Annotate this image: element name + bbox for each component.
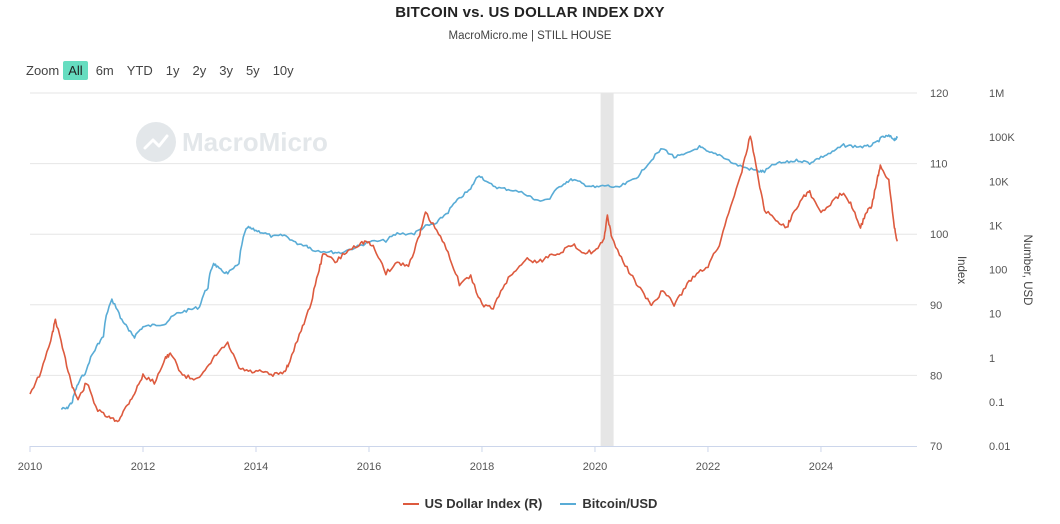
legend-item-dxy[interactable]: US Dollar Index (R)	[402, 496, 543, 511]
y-right-tick-label: 1	[989, 353, 995, 365]
zoom-bar: Zoom All 6m YTD 1y 2y 3y 5y 10y	[26, 59, 302, 81]
zoom-3y-button[interactable]: 3y	[219, 62, 233, 78]
zoom-1y-button[interactable]: 1y	[165, 62, 180, 78]
x-tick-label: 2018	[470, 461, 494, 473]
y-left-tick-label: 80	[930, 370, 942, 382]
zoom-ytd-button[interactable]: YTD	[126, 62, 153, 78]
y-right-tick-label: 100K	[989, 132, 1015, 144]
x-tick-label: 2016	[357, 461, 381, 473]
y-right-tick-label: 1M	[989, 88, 1004, 100]
y-right-tick-label: 10K	[989, 176, 1009, 188]
zoom-all-button[interactable]: All	[63, 60, 88, 80]
zoom-2y-button[interactable]: 2y	[192, 62, 207, 78]
chart-title: BITCOIN vs. US DOLLAR INDEX DXY	[395, 4, 665, 21]
x-tick-label: 2014	[244, 461, 268, 473]
y-left-tick-label: 120	[930, 88, 948, 100]
x-tick-label: 2010	[18, 461, 42, 473]
zoom-label: Zoom	[26, 62, 60, 78]
y-left-tick-label: 100	[930, 229, 948, 241]
zoom-5y-button[interactable]: 5y	[245, 62, 260, 78]
y-right-tick-label: 1K	[989, 220, 1003, 232]
y-right-axis-title: Number, USD	[1021, 235, 1033, 306]
x-tick-label: 2020	[583, 461, 607, 473]
legend-label-btc: Bitcoin/USD	[582, 496, 658, 511]
x-tick-label: 2012	[131, 461, 155, 473]
y-left-tick-label: 110	[930, 159, 948, 171]
x-tick-label: 2022	[696, 461, 720, 473]
y-left-axis-title: Index	[955, 256, 967, 284]
y-right-tick-label: 10	[989, 309, 1001, 321]
legend-item-btc[interactable]: Bitcoin/USD	[560, 496, 657, 511]
chart-subtitle: MacroMicro.me | STILL HOUSE	[448, 30, 612, 42]
legend: US Dollar Index (R) Bitcoin/USD	[0, 496, 1060, 511]
legend-swatch-btc	[560, 502, 577, 505]
y-right-tick-label: 0.1	[989, 397, 1004, 409]
y-right-tick-label: 100	[989, 265, 1007, 277]
y-left-tick-label: 70	[930, 441, 942, 453]
series-line-bitcoin-usd	[60, 134, 898, 410]
legend-label-dxy: US Dollar Index (R)	[424, 496, 543, 511]
series-line-us-dollar-index	[29, 135, 898, 423]
recession-band	[600, 93, 614, 446]
watermark: MacroMicro	[136, 122, 328, 162]
zoom-6m-button[interactable]: 6m	[95, 62, 114, 78]
zoom-10y-button[interactable]: 10y	[272, 62, 294, 78]
watermark-text: MacroMicro	[182, 127, 328, 157]
y-left-tick-label: 90	[930, 300, 942, 312]
x-tick-label: 2024	[809, 461, 833, 473]
y-right-tick-label: 0.01	[989, 441, 1010, 453]
legend-swatch-dxy	[402, 502, 419, 505]
